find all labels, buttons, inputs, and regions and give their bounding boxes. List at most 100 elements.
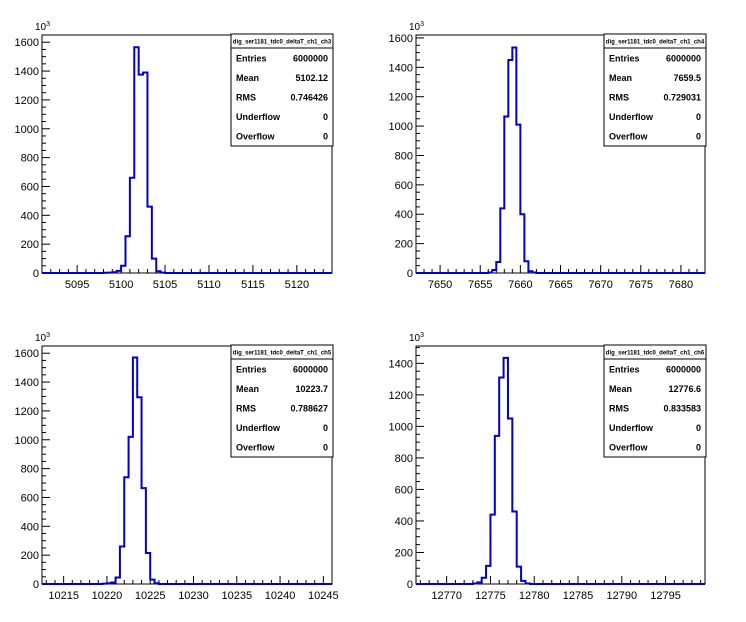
y-tick-label: 400 (395, 516, 413, 528)
histogram-pad-3: 0 200 400 600 800 1000 1200 1400 1600 10215 10220 1… (15, 332, 339, 602)
y-tick-label: 800 (21, 153, 39, 165)
y-tick-label: 1400 (15, 377, 39, 389)
histogram-title: dig_ser1181_tdc0_deltaT_ch1_ch4 (606, 40, 705, 46)
stat-value: 0 (696, 423, 701, 433)
x-tick-label: 5095 (65, 279, 89, 291)
x-tick-label: 7670 (588, 279, 612, 291)
x-tick-label: 5110 (197, 279, 221, 291)
stat-label: RMS (609, 93, 629, 103)
stat-label: Mean (609, 384, 632, 394)
x-tick-label: 12785 (563, 590, 594, 602)
stat-label: Mean (236, 384, 259, 394)
stat-label: Entries (609, 53, 640, 63)
y-exponent-label: 103 (409, 21, 424, 33)
stats-box-frame (603, 33, 707, 147)
x-tick-label: 7675 (629, 279, 653, 291)
stat-label: Underflow (236, 112, 281, 122)
y-tick-label: 1400 (15, 66, 39, 78)
y-tick-label: 600 (21, 181, 39, 193)
stat-label: Mean (609, 73, 632, 83)
stat-label: Overflow (236, 443, 276, 453)
y-tick-label: 600 (395, 484, 413, 496)
histogram-series (416, 356, 705, 585)
stat-value: 10223.7 (295, 384, 328, 394)
stat-value: 0 (696, 443, 701, 453)
stat-label: Overflow (236, 132, 276, 142)
stat-label: Underflow (609, 423, 654, 433)
y-tick-label: 800 (21, 464, 39, 476)
y-tick-label: 200 (395, 547, 413, 559)
histogram-pad-4: 0 200 400 600 800 1000 1200 1400 12770 12775 12780… (389, 332, 707, 602)
stat-label: Overflow (609, 443, 649, 453)
x-tick-label: 5100 (109, 279, 133, 291)
x-tick-label: 5120 (285, 279, 309, 291)
y-tick-label: 200 (21, 550, 39, 562)
x-tick-label: 12775 (475, 590, 506, 602)
x-tick-label: 10240 (265, 590, 296, 602)
stats-box-frame (230, 33, 334, 147)
y-tick-label: 400 (21, 210, 39, 222)
stat-value: 6000000 (293, 364, 328, 374)
stat-value: 6000000 (666, 364, 701, 374)
x-tick-label: 10215 (48, 590, 79, 602)
stat-label: Underflow (236, 423, 281, 433)
x-tick-label: 7655 (468, 279, 492, 291)
stat-label: Entries (609, 364, 640, 374)
stat-label: Overflow (609, 132, 649, 142)
stats-box: dig_ser1181_tdc0_deltaT_ch1_ch3 Entries 60… (230, 33, 334, 147)
x-tick-label: 7660 (508, 279, 532, 291)
y-tick-label: 0 (33, 268, 39, 280)
y-tick-label: 1000 (15, 124, 39, 136)
stats-box: dig_ser1181_tdc0_deltaT_ch1_ch5 Entries 60… (230, 344, 334, 458)
x-tick-label: 12780 (519, 590, 550, 602)
y-tick-label: 1200 (15, 406, 39, 418)
stat-value: 0 (323, 132, 328, 142)
y-exponent-label: 103 (35, 21, 50, 33)
y-tick-label: 400 (21, 521, 39, 533)
histogram-pad-1: 0 200 400 600 800 1000 1200 1400 1600 5095 5100 510… (15, 21, 334, 291)
histogram-series (42, 46, 332, 274)
x-tick-label: 12770 (431, 590, 462, 602)
x-tick-label: 12795 (650, 590, 681, 602)
y-tick-label: 1400 (389, 62, 413, 74)
stats-box: dig_ser1181_tdc0_deltaT_ch1_ch4 Entries 60… (603, 33, 707, 147)
stat-value: 0 (696, 132, 701, 142)
y-tick-label: 1000 (389, 421, 413, 433)
histogram-series (42, 356, 332, 585)
histogram-title: dig_ser1181_tdc0_deltaT_ch1_ch6 (606, 351, 705, 357)
y-tick-label: 1600 (389, 33, 413, 45)
stat-label: RMS (236, 404, 256, 414)
y-exponent-label: 103 (409, 332, 424, 344)
x-tick-label: 5115 (241, 279, 265, 291)
stat-value: 6000000 (666, 53, 701, 63)
x-tick-label: 5105 (153, 279, 177, 291)
x-tick-label: 10230 (178, 590, 209, 602)
stat-label: RMS (236, 93, 256, 103)
stat-value: 0 (696, 112, 701, 122)
stat-value: 0.729031 (663, 93, 701, 103)
y-tick-label: 1000 (389, 121, 413, 133)
y-tick-label: 1600 (15, 37, 39, 49)
y-tick-label: 800 (395, 453, 413, 465)
stat-value: 7659.5 (673, 73, 701, 83)
x-tick-label: 7665 (548, 279, 572, 291)
stat-label: Entries (236, 53, 267, 63)
stat-value: 12776.6 (668, 384, 701, 394)
x-tick-label: 10220 (92, 590, 123, 602)
x-tick-label: 7650 (428, 279, 452, 291)
stats-box: dig_ser1181_tdc0_deltaT_ch1_ch6 Entries 60… (603, 344, 707, 458)
y-tick-label: 1600 (15, 348, 39, 360)
x-tick-label: 7680 (669, 279, 693, 291)
stat-label: Entries (236, 364, 267, 374)
stat-value: 0.833583 (663, 404, 701, 414)
stat-label: Underflow (609, 112, 654, 122)
histogram-pad-2: 0 200 400 600 800 1000 1200 1400 1600 7650 7655 766… (389, 21, 707, 291)
y-tick-label: 600 (21, 492, 39, 504)
y-tick-label: 600 (395, 180, 413, 192)
y-exponent-power: 3 (420, 21, 424, 28)
stat-value: 0.788627 (290, 404, 328, 414)
y-tick-label: 1200 (389, 92, 413, 104)
stats-box-frame (603, 344, 707, 458)
y-exponent-power: 3 (46, 332, 50, 339)
